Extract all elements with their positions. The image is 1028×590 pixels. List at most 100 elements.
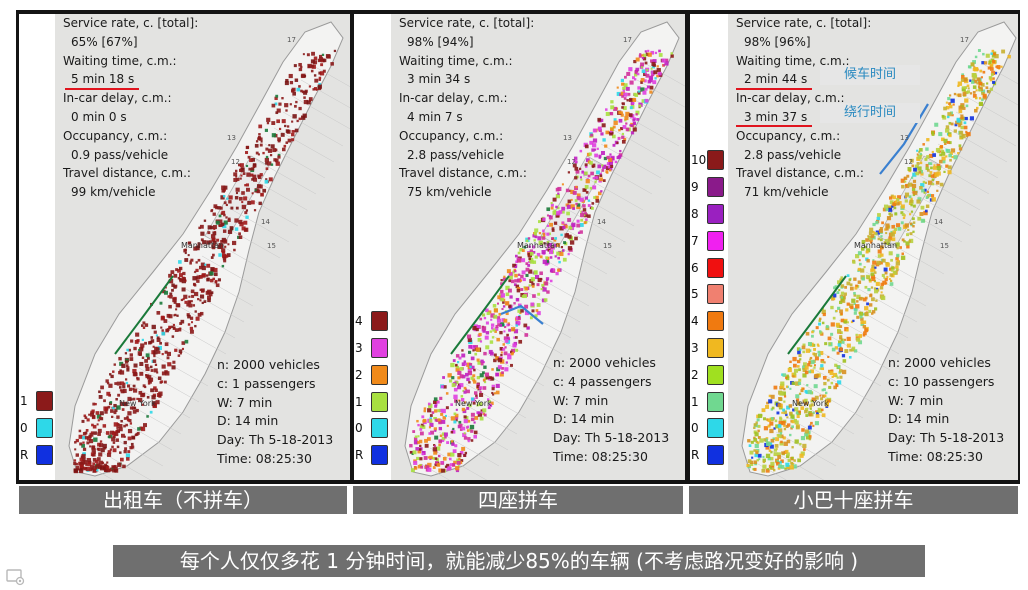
vehicle-dot <box>150 339 155 343</box>
vehicle-dot <box>497 365 502 370</box>
vehicle-dot <box>198 274 203 279</box>
vehicle-dot <box>533 239 536 242</box>
vehicle-dot <box>298 106 302 111</box>
vehicle-dot <box>515 336 518 339</box>
vehicle-dot <box>802 365 807 370</box>
vehicle-dot <box>137 351 143 356</box>
vehicle-dot <box>947 170 952 175</box>
vehicle-dot <box>431 411 435 414</box>
vehicle-dot <box>767 418 772 422</box>
vehicle-dot <box>925 166 929 170</box>
vehicle-dot <box>427 402 431 406</box>
vehicle-dot <box>988 60 992 64</box>
vehicle-dot <box>817 353 821 357</box>
street-line <box>429 447 487 480</box>
map-label-manhattan: Manhattan <box>854 241 897 250</box>
vehicle-dot <box>221 189 225 193</box>
vehicle-dot <box>483 380 487 384</box>
vehicle-dot <box>222 194 226 198</box>
vehicle-dot <box>831 347 836 352</box>
vehicle-dot <box>292 114 297 119</box>
vehicle-dot <box>625 127 630 132</box>
vehicle-dot <box>927 180 933 185</box>
vehicle-dot <box>874 266 877 269</box>
vehicle-dot <box>450 416 456 421</box>
vehicle-dot <box>473 391 478 395</box>
vehicle-dot <box>853 311 857 315</box>
vehicle-dot <box>879 238 883 242</box>
vehicle-dot <box>814 356 819 361</box>
vehicle-dot <box>832 372 838 378</box>
vehicle-dot <box>839 331 843 335</box>
vehicle-dot <box>463 436 468 440</box>
vehicle-dot <box>116 429 120 433</box>
vehicle-dot <box>257 175 262 180</box>
vehicle-dot <box>800 406 805 410</box>
vehicle-dot <box>516 286 521 291</box>
vehicle-dot <box>235 187 240 192</box>
vehicle-dot <box>133 388 138 393</box>
vehicle-dot <box>123 401 128 406</box>
vehicle-dot <box>850 320 854 324</box>
screen-cast-icon[interactable] <box>6 568 26 586</box>
vehicle-dot <box>634 71 638 75</box>
vehicle-dot <box>440 385 444 389</box>
vehicle-dot <box>576 223 581 228</box>
vehicle-dot <box>941 156 946 161</box>
vehicle-dot <box>982 93 987 98</box>
vehicle-dot <box>125 453 130 458</box>
vehicle-dot <box>652 59 657 63</box>
in-car-delay-value: 3 min 37 s <box>744 109 808 124</box>
vehicle-dot <box>839 335 843 339</box>
vehicle-dot <box>166 328 170 331</box>
vehicle-dot <box>464 363 468 366</box>
vehicle-dot <box>181 347 185 350</box>
vehicle-dot <box>469 365 472 369</box>
vehicle-dot <box>851 298 856 303</box>
vehicle-dot <box>79 464 84 468</box>
vehicle-dot <box>483 316 487 320</box>
vehicle-dot <box>763 426 769 431</box>
vehicle-dot <box>266 117 271 122</box>
vehicle-dot <box>489 351 494 356</box>
vehicle-dot <box>313 74 317 77</box>
vehicle-dot <box>786 465 791 469</box>
vehicle-dot <box>798 392 802 395</box>
vehicle-dot <box>258 201 262 206</box>
vehicle-dot <box>487 399 491 403</box>
vehicle-dot <box>507 353 511 357</box>
vehicle-dot <box>238 232 241 236</box>
vehicle-dot <box>757 429 760 433</box>
vehicle-dot <box>822 375 827 380</box>
vehicle-dot <box>491 336 495 339</box>
vehicle-dot <box>893 227 897 231</box>
street-line <box>456 399 518 435</box>
vehicle-dot <box>846 321 849 324</box>
vehicle-dot <box>481 313 486 317</box>
vehicle-dot <box>97 447 101 452</box>
vehicle-dot <box>990 73 994 77</box>
vehicle-dot <box>750 440 754 444</box>
vehicle-dot <box>590 133 594 137</box>
vehicle-dot <box>609 111 614 116</box>
map-label-newyork: New York <box>792 399 829 408</box>
vehicle-dot <box>463 432 466 435</box>
vehicle-dot <box>818 322 822 326</box>
vehicle-dot <box>607 166 611 169</box>
vehicle-dot <box>573 159 577 163</box>
vehicle-dot <box>157 345 162 351</box>
vehicle-dot <box>214 279 218 283</box>
vehicle-dot <box>505 312 509 316</box>
vehicle-dot <box>122 388 127 394</box>
legend-swatch <box>707 257 724 278</box>
vehicle-dot <box>579 230 583 234</box>
delay-underline <box>736 125 812 127</box>
vehicle-dot <box>168 326 172 330</box>
vehicle-dot <box>190 289 195 294</box>
vehicle-dot <box>238 168 243 172</box>
vehicle-dot <box>864 312 869 317</box>
vehicle-dot <box>860 268 865 273</box>
vehicle-dot <box>900 178 905 183</box>
vehicle-dot <box>640 78 645 82</box>
vehicle-dot <box>241 226 246 231</box>
